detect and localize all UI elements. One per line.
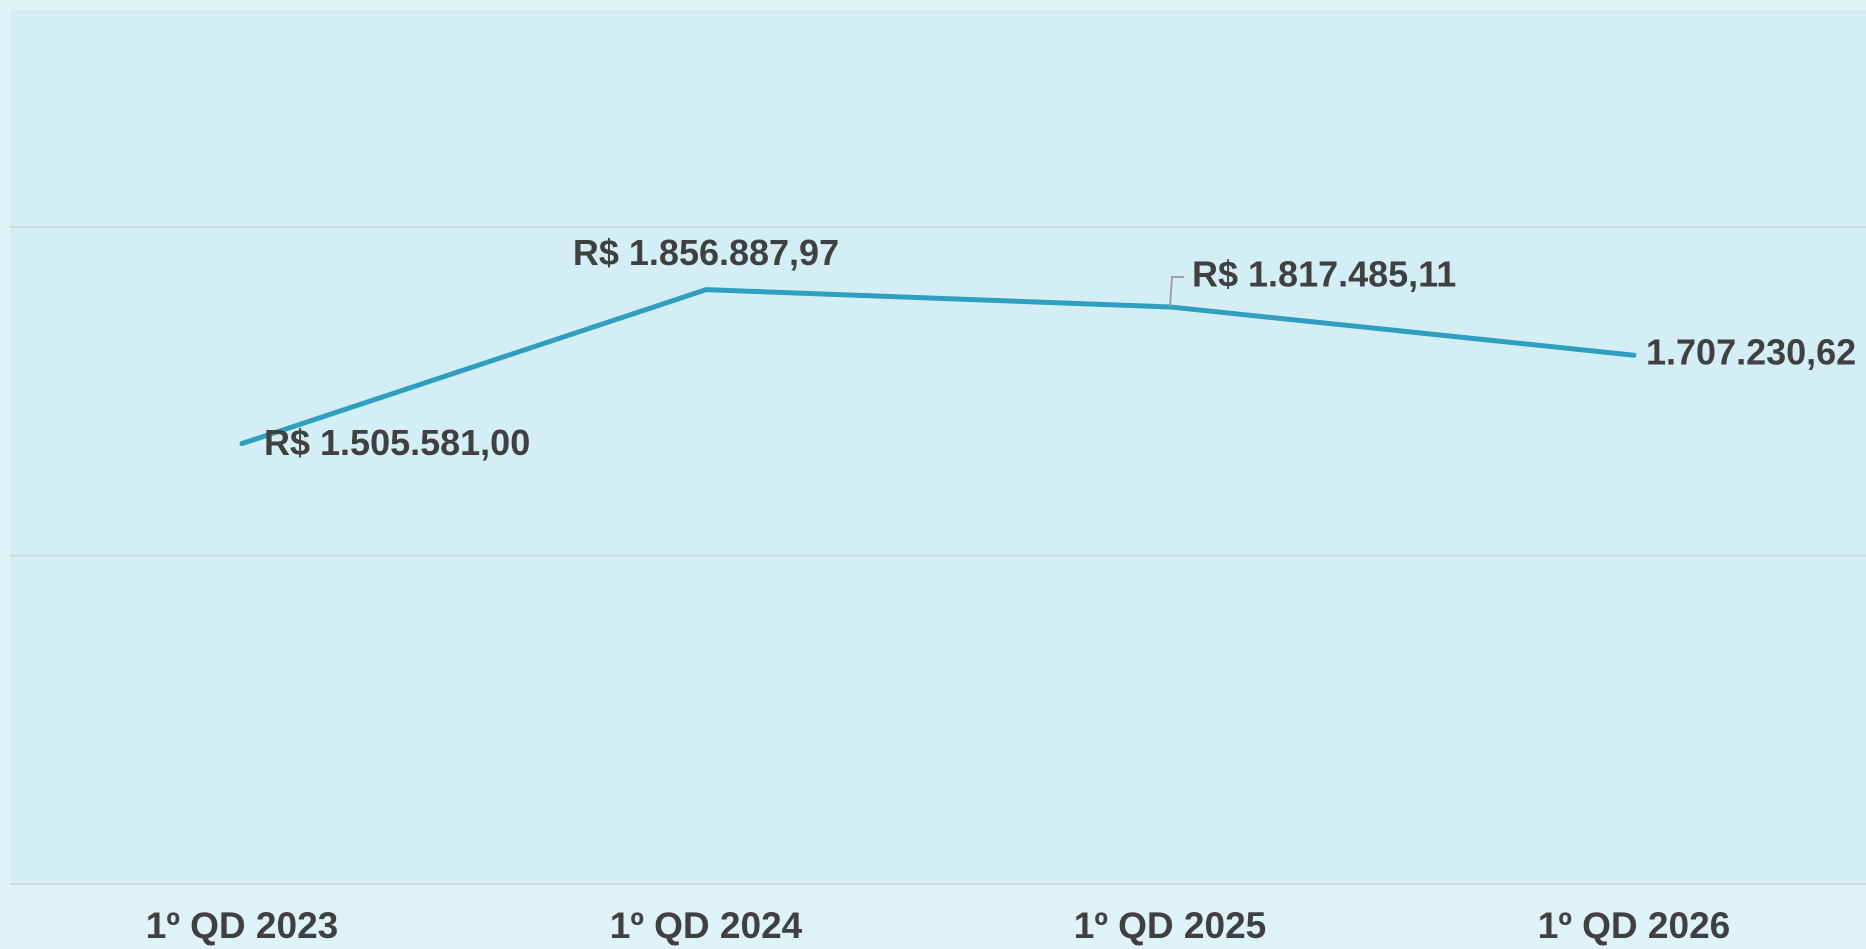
x-tick-label: 1º QD 2026 [1538, 905, 1730, 946]
line [239, 287, 1637, 447]
x-tick-label: 1º QD 2023 [146, 905, 338, 946]
plot-area [10, 10, 1866, 884]
leader-line [1169, 275, 1184, 308]
x-tick-label: 1º QD 2025 [1074, 905, 1266, 946]
data-label: 1.707.230,62 [1646, 332, 1856, 373]
data-label: R$ 1.817.485,11 [1192, 253, 1456, 294]
data-label: R$ 1.856.887,97 [573, 232, 839, 273]
x-tick-label: 1º QD 2024 [610, 905, 803, 946]
data-label: R$ 1.505.581,00 [264, 422, 530, 463]
